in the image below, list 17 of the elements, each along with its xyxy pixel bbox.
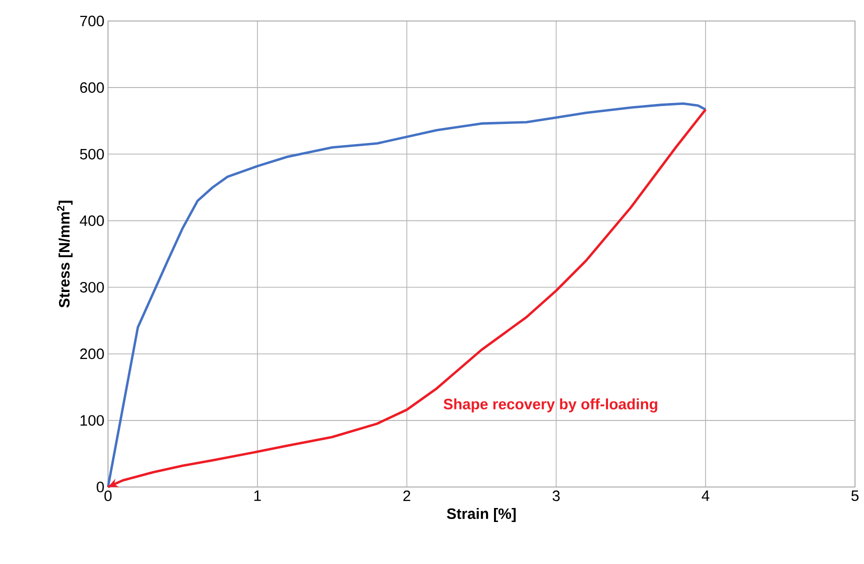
x-tick-label: 2 bbox=[403, 490, 410, 501]
y-tick-label: 200 bbox=[80, 348, 104, 360]
y-tick-label: 0 bbox=[96, 482, 104, 492]
y-tick-label: 100 bbox=[80, 415, 104, 426]
y-tick-label: 400 bbox=[80, 215, 104, 226]
y-tick-label: 300 bbox=[80, 282, 104, 293]
x-tick-label: 0 bbox=[104, 490, 112, 502]
x-axis-title: Strain [%] bbox=[446, 508, 516, 522]
y-tick-label: 700 bbox=[80, 16, 104, 26]
y-tick-label: 600 bbox=[80, 82, 104, 93]
x-tick-label: 5 bbox=[851, 490, 859, 501]
x-tick-label: 4 bbox=[702, 490, 710, 501]
y-tick-label: 500 bbox=[80, 148, 104, 160]
x-tick-label: 3 bbox=[552, 490, 560, 502]
y-axis-title: Stress [N/mm$^{2}$] bbox=[56, 200, 73, 308]
x-tick-label: 1 bbox=[254, 490, 261, 501]
annotation: Shape recovery by off-loading bbox=[444, 398, 658, 412]
